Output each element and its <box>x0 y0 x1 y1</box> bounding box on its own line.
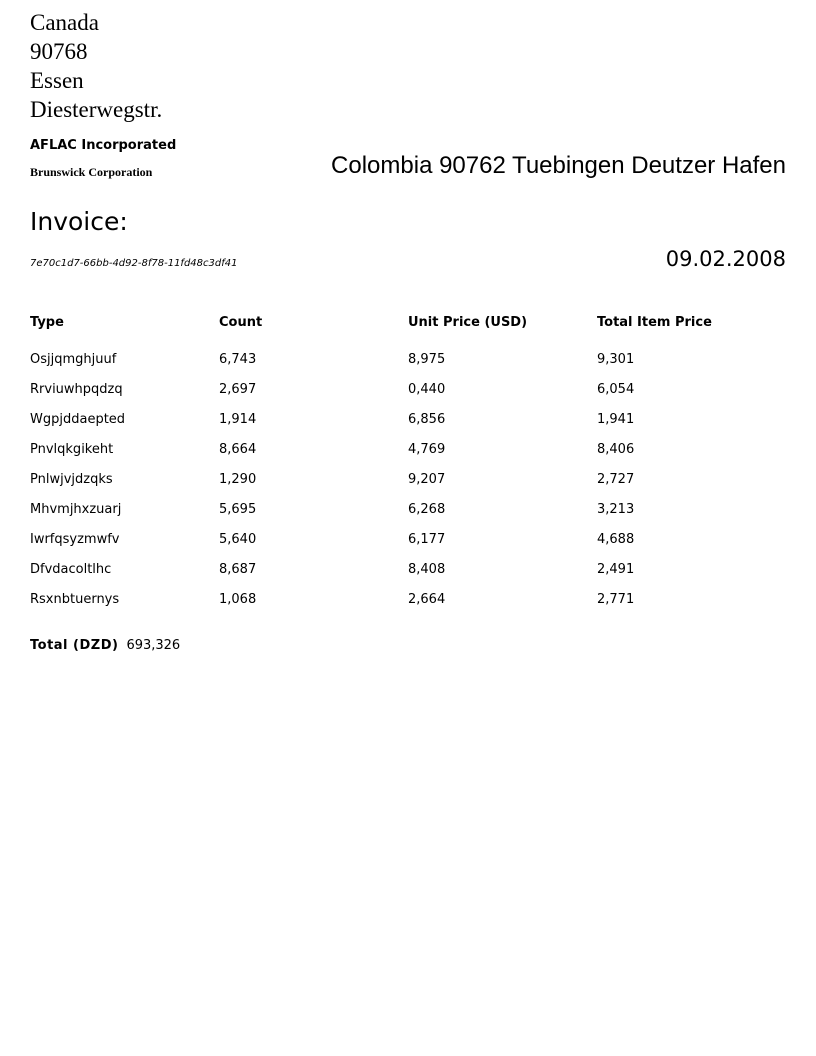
item-total-price: 3,213 <box>597 501 635 517</box>
item-type: Wgpjddaepted <box>30 411 126 427</box>
recipient-address: Colombia 90762 Tuebingen Deutzer Hafen <box>331 152 786 179</box>
item-type: Dfvdacoltlhc <box>30 561 112 577</box>
item-count: 1,068 <box>219 591 257 607</box>
item-count: 1,914 <box>219 411 257 427</box>
item-count: 6,743 <box>219 351 257 367</box>
table-row: Pnvlqkgikeht 8,664 4,769 8,406 <box>30 434 786 464</box>
item-total-price: 2,771 <box>597 591 635 607</box>
item-count: 8,664 <box>219 441 257 457</box>
item-type: Iwrfqsyzmwfv <box>30 531 120 547</box>
item-total-price: 1,941 <box>597 411 635 427</box>
table-header-row: Type Count Unit Price (USD) Total Item P… <box>30 310 786 334</box>
column-header-type: Type <box>30 314 64 330</box>
column-header-total-item-price: Total Item Price <box>597 314 712 330</box>
invoice-items-table: Type Count Unit Price (USD) Total Item P… <box>30 310 786 614</box>
item-type: Rrviuwhpqdzq <box>30 381 123 397</box>
table-row: Mhvmjhxzuarj 5,695 6,268 3,213 <box>30 494 786 524</box>
table-row: Rsxnbtuernys 1,068 2,664 2,771 <box>30 584 786 614</box>
item-total-price: 2,491 <box>597 561 635 577</box>
total-label: Total (DZD) <box>30 638 119 653</box>
item-unit-price: 9,207 <box>408 471 446 487</box>
item-unit-price: 6,177 <box>408 531 446 547</box>
item-unit-price: 8,975 <box>408 351 446 367</box>
sender-country: Canada <box>30 10 99 35</box>
total-value: 693,326 <box>126 638 181 653</box>
item-count: 2,697 <box>219 381 257 397</box>
item-count: 5,640 <box>219 531 257 547</box>
table-row: Wgpjddaepted 1,914 6,856 1,941 <box>30 404 786 434</box>
invoice-total: Total (DZD) 693,326 <box>30 638 180 653</box>
column-header-count: Count <box>219 314 263 330</box>
item-unit-price: 8,408 <box>408 561 446 577</box>
item-total-price: 8,406 <box>597 441 635 457</box>
item-unit-price: 4,769 <box>408 441 446 457</box>
item-unit-price: 6,856 <box>408 411 446 427</box>
sender-company-primary: AFLAC Incorporated <box>30 138 177 153</box>
item-count: 5,695 <box>219 501 257 517</box>
invoice-title: Invoice: <box>30 207 128 236</box>
invoice-date: 09.02.2008 <box>665 247 786 271</box>
item-total-price: 4,688 <box>597 531 635 547</box>
table-row: Rrviuwhpqdzq 2,697 0,440 6,054 <box>30 374 786 404</box>
sender-city: Essen <box>30 68 84 93</box>
item-unit-price: 2,664 <box>408 591 446 607</box>
column-header-unit-price: Unit Price (USD) <box>408 314 528 330</box>
item-count: 1,290 <box>219 471 257 487</box>
item-total-price: 2,727 <box>597 471 635 487</box>
table-row: Pnlwjvjdzqks 1,290 9,207 2,727 <box>30 464 786 494</box>
item-type: Osjjqmghjuuf <box>30 351 117 367</box>
table-row: Osjjqmghjuuf 6,743 8,975 9,301 <box>30 344 786 374</box>
item-unit-price: 0,440 <box>408 381 446 397</box>
table-row: Dfvdacoltlhc 8,687 8,408 2,491 <box>30 554 786 584</box>
sender-company-secondary: Brunswick Corporation <box>30 165 153 179</box>
item-unit-price: 6,268 <box>408 501 446 517</box>
item-type: Pnvlqkgikeht <box>30 441 114 457</box>
item-total-price: 9,301 <box>597 351 635 367</box>
item-type: Rsxnbtuernys <box>30 591 120 607</box>
invoice-id: 7e70c1d7-66bb-4d92-8f78-11fd48c3df41 <box>30 258 238 269</box>
item-type: Pnlwjvjdzqks <box>30 471 113 487</box>
table-row: Iwrfqsyzmwfv 5,640 6,177 4,688 <box>30 524 786 554</box>
item-count: 8,687 <box>219 561 257 577</box>
sender-postal-code: 90768 <box>30 39 88 64</box>
sender-address: Canada 90768 Essen Diesterwegstr. <box>30 8 162 124</box>
item-total-price: 6,054 <box>597 381 635 397</box>
sender-street: Diesterwegstr. <box>30 97 163 122</box>
item-type: Mhvmjhxzuarj <box>30 501 122 517</box>
